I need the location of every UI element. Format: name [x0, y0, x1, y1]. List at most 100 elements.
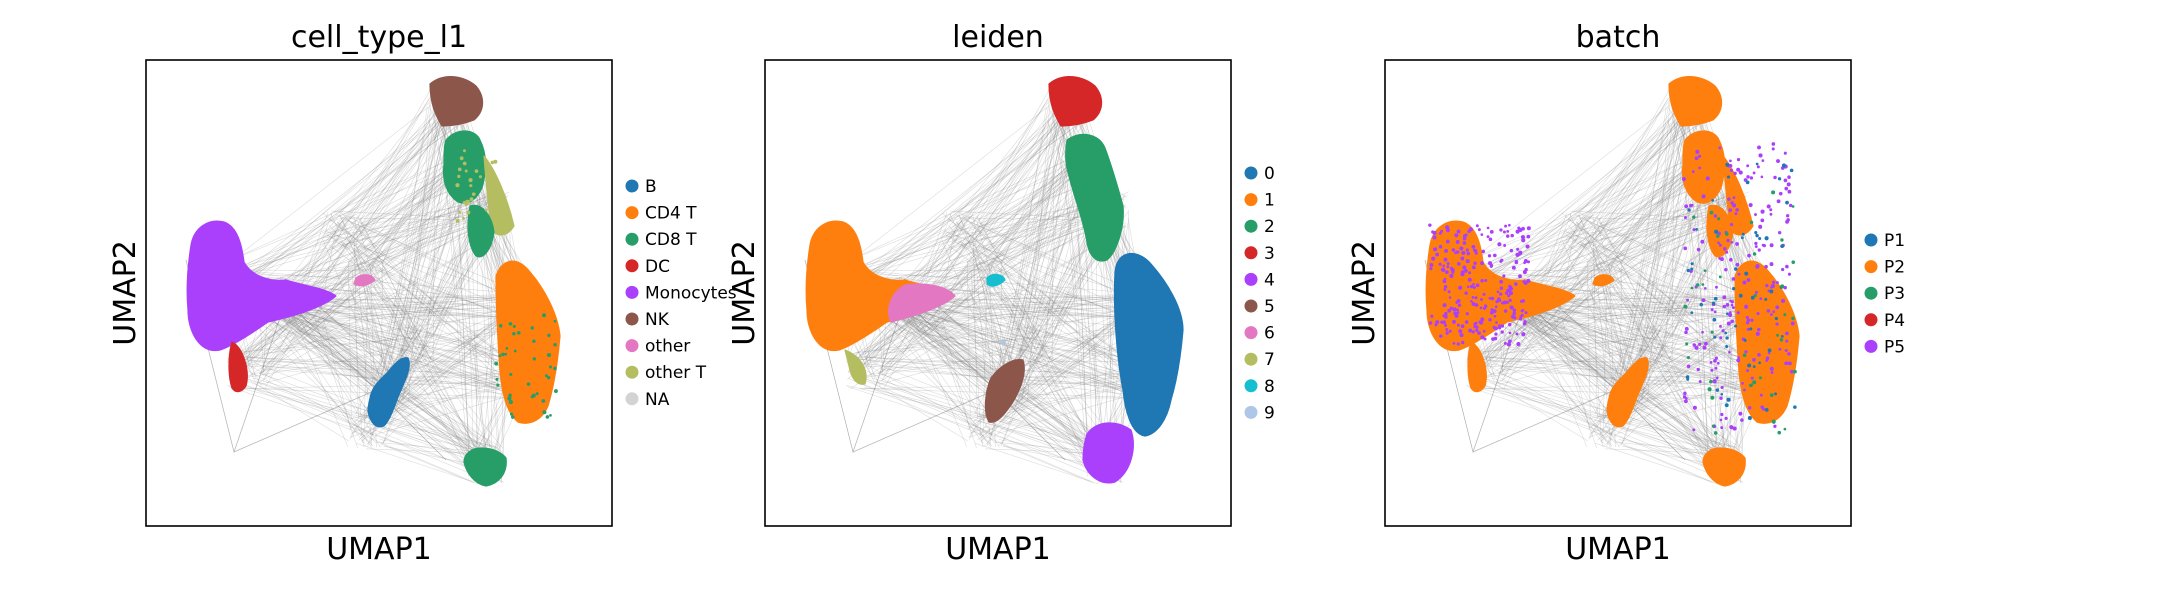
graph-edge [291, 278, 481, 463]
graph-edge [1531, 196, 1725, 286]
legend-item: other T [625, 363, 707, 383]
cluster-p5-points [1683, 399, 1688, 404]
cluster-p5-points [1785, 219, 1789, 224]
graph-edge [914, 310, 1144, 324]
cluster-p5-points [1434, 323, 1438, 327]
legend: B CD4 T CD8 T DC Monocytes NK other other T NA [625, 177, 737, 410]
cluster-p5-points [1787, 352, 1791, 356]
graph-edge [880, 344, 1020, 385]
graph-edge [400, 334, 476, 464]
cluster-p5-points [1769, 208, 1773, 212]
graph-edge [999, 119, 1067, 379]
cluster-cd8-t-points [541, 399, 546, 403]
graph-edge [1051, 89, 1055, 361]
graph-edge [1476, 107, 1700, 291]
graph-edge [956, 221, 1138, 398]
graph-edge [966, 157, 1076, 264]
cluster-cd8-t [467, 204, 495, 258]
cluster-p5-points [1788, 361, 1792, 366]
cluster-p3-points [1780, 238, 1784, 242]
cluster-p5-points [1497, 242, 1502, 247]
graph-edge [331, 118, 453, 237]
graph-edge [917, 89, 1082, 311]
graph-edge [904, 240, 963, 288]
graph-edge [322, 240, 388, 395]
graph-edge [1561, 98, 1687, 247]
cluster-p5-points [1712, 379, 1717, 384]
cluster-p5-points [1710, 368, 1714, 372]
cluster-p5-points [1508, 284, 1512, 288]
cluster-p5-points [1714, 366, 1718, 370]
graph-edge [380, 259, 384, 393]
graph-edge [844, 161, 1072, 286]
graph-edge [1623, 204, 1716, 265]
graph-edge [383, 228, 475, 444]
cluster-other-t-points [493, 159, 498, 164]
graph-edge [879, 111, 1071, 285]
legend-label: NA [645, 390, 670, 410]
cluster-p5-points [1701, 330, 1704, 334]
graph-edge [368, 280, 504, 449]
cluster-p5-points [1752, 171, 1756, 175]
graph-edge [1556, 332, 1755, 394]
graph-edge [1009, 184, 1088, 381]
cluster-p5-points [1479, 320, 1484, 325]
legend-label: other T [645, 363, 707, 383]
cluster-other-t-points [492, 175, 496, 179]
cluster-p5-points [1521, 332, 1526, 337]
cluster-p5-points [1499, 279, 1504, 284]
cluster-p5-points [1783, 178, 1788, 183]
cluster-p3-points [1710, 395, 1715, 400]
graph-edge [1598, 100, 1691, 222]
cluster-p5-points [1719, 396, 1723, 400]
graph-edge [1621, 298, 1758, 423]
cluster-p5-points [1445, 239, 1450, 244]
graph-edge [233, 356, 402, 365]
graph-edge [1592, 231, 1598, 419]
cell-clusters [1425, 76, 1800, 487]
graph-edge [314, 100, 451, 317]
graph-edge [1540, 331, 1767, 399]
graph-edge [317, 297, 515, 320]
cluster-p2 [1606, 357, 1649, 428]
graph-edge [1568, 217, 1584, 222]
graph-edge [333, 96, 431, 244]
graph-edge [456, 155, 470, 465]
cluster-p5-points [1517, 227, 1521, 231]
cluster-monocytes [186, 220, 337, 352]
cluster-8 [986, 273, 1006, 287]
graph-edge [324, 156, 467, 307]
graph-edge [334, 122, 462, 213]
graph-edge [1670, 100, 1726, 454]
graph-edge [941, 98, 1067, 247]
cluster-p5-points [1759, 297, 1763, 301]
graph-edge [262, 160, 458, 365]
cluster-p3-points [1758, 376, 1762, 380]
cluster-p3-points [1690, 286, 1694, 290]
graph-edge [882, 324, 1147, 354]
cluster-p1-points [1734, 267, 1738, 271]
graph-edge [1560, 270, 1591, 328]
graph-edge [1006, 95, 1072, 376]
graph-edge [231, 296, 503, 458]
graph-edge [1019, 178, 1079, 352]
cluster-p5-points [1724, 416, 1728, 421]
graph-edge [1043, 355, 1137, 399]
graph-edge [281, 220, 500, 296]
cluster-p5-points [1703, 286, 1707, 290]
cluster-p5-points [1767, 351, 1771, 355]
cluster-p5-points [1482, 292, 1486, 296]
cluster-p5-points [1466, 285, 1470, 289]
cluster-p5-points [1722, 295, 1727, 300]
legend-item: 5 [1244, 297, 1275, 317]
cluster-other-t-points [457, 174, 461, 179]
graph-edge [996, 185, 1067, 260]
graph-edge [1521, 209, 1739, 296]
graph-edge [1464, 161, 1692, 286]
graph-edge [387, 95, 453, 376]
cluster-p5-points [1526, 226, 1531, 231]
cluster-p2 [1681, 130, 1726, 204]
graph-edge [936, 229, 956, 328]
graph-edge [906, 296, 1130, 334]
cluster-p5-points [1740, 418, 1744, 422]
